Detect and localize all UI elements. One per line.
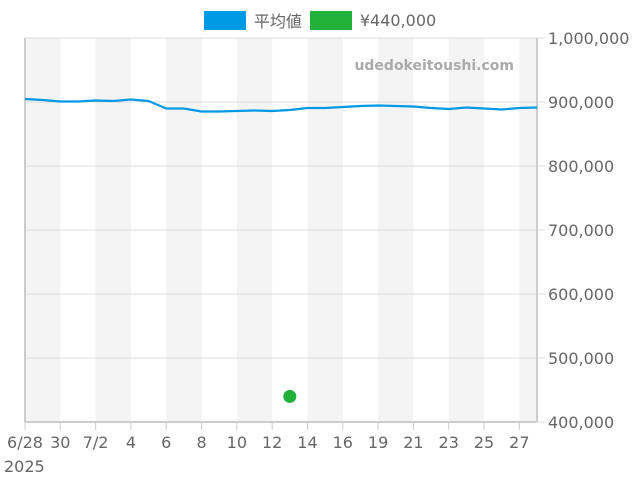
x-tick-label: 27: [509, 433, 529, 452]
legend-label-price: ¥440,000: [359, 10, 437, 30]
y-tick-label: 700,000: [548, 221, 614, 240]
x-tick-label: 30: [50, 433, 70, 452]
x-tick-label: 19: [368, 433, 388, 452]
y-axis-labels: 1,000,000 900,000 800,000 700,000 600,000 500…: [548, 29, 629, 432]
y-tick-label: 400,000: [548, 413, 614, 432]
x-tick-label: 4: [126, 433, 136, 452]
watermark: udedokeitoushi.com: [354, 58, 514, 74]
legend-swatch-price: [309, 10, 352, 30]
legend-item-price[interactable]: ¥440,000: [309, 10, 437, 30]
x-year-label: 2025: [4, 457, 45, 476]
x-tick-label: 14: [297, 433, 317, 452]
x-tick-label: 23: [439, 433, 459, 452]
legend-item-average[interactable]: 平均値: [203, 8, 302, 32]
x-tick-label: 21: [403, 433, 423, 452]
x-tick-label: 16: [333, 433, 353, 452]
y-tick-label: 600,000: [548, 285, 614, 304]
x-tick-label: 8: [196, 433, 206, 452]
legend-label-average: 平均値: [253, 12, 302, 31]
y-tick-label: 1,000,000: [548, 29, 629, 48]
y-tick-label: 500,000: [548, 349, 614, 368]
x-tick-label: 7/2: [83, 433, 109, 452]
y-tick-label: 900,000: [548, 93, 614, 112]
x-axis-labels: 6/28 30 7/2 4 6 8 10 12 14 16 19 21 23 25 27 2025: [4, 433, 530, 476]
legend-swatch-average: [203, 10, 246, 30]
average-price-line: [24, 97, 538, 113]
x-tick-label: 12: [262, 433, 282, 452]
y-tick-label: 800,000: [548, 157, 614, 176]
x-tick-label: 10: [227, 433, 247, 452]
series-layer: [24, 97, 538, 403]
x-tick-label: 6: [161, 433, 171, 452]
x-tick-label: 6/28: [7, 433, 43, 452]
axes: [24, 37, 538, 430]
price-point-marker: [283, 389, 297, 403]
chart-legend: 平均値 ¥440,000: [0, 8, 640, 32]
x-tick-label: 25: [474, 433, 494, 452]
